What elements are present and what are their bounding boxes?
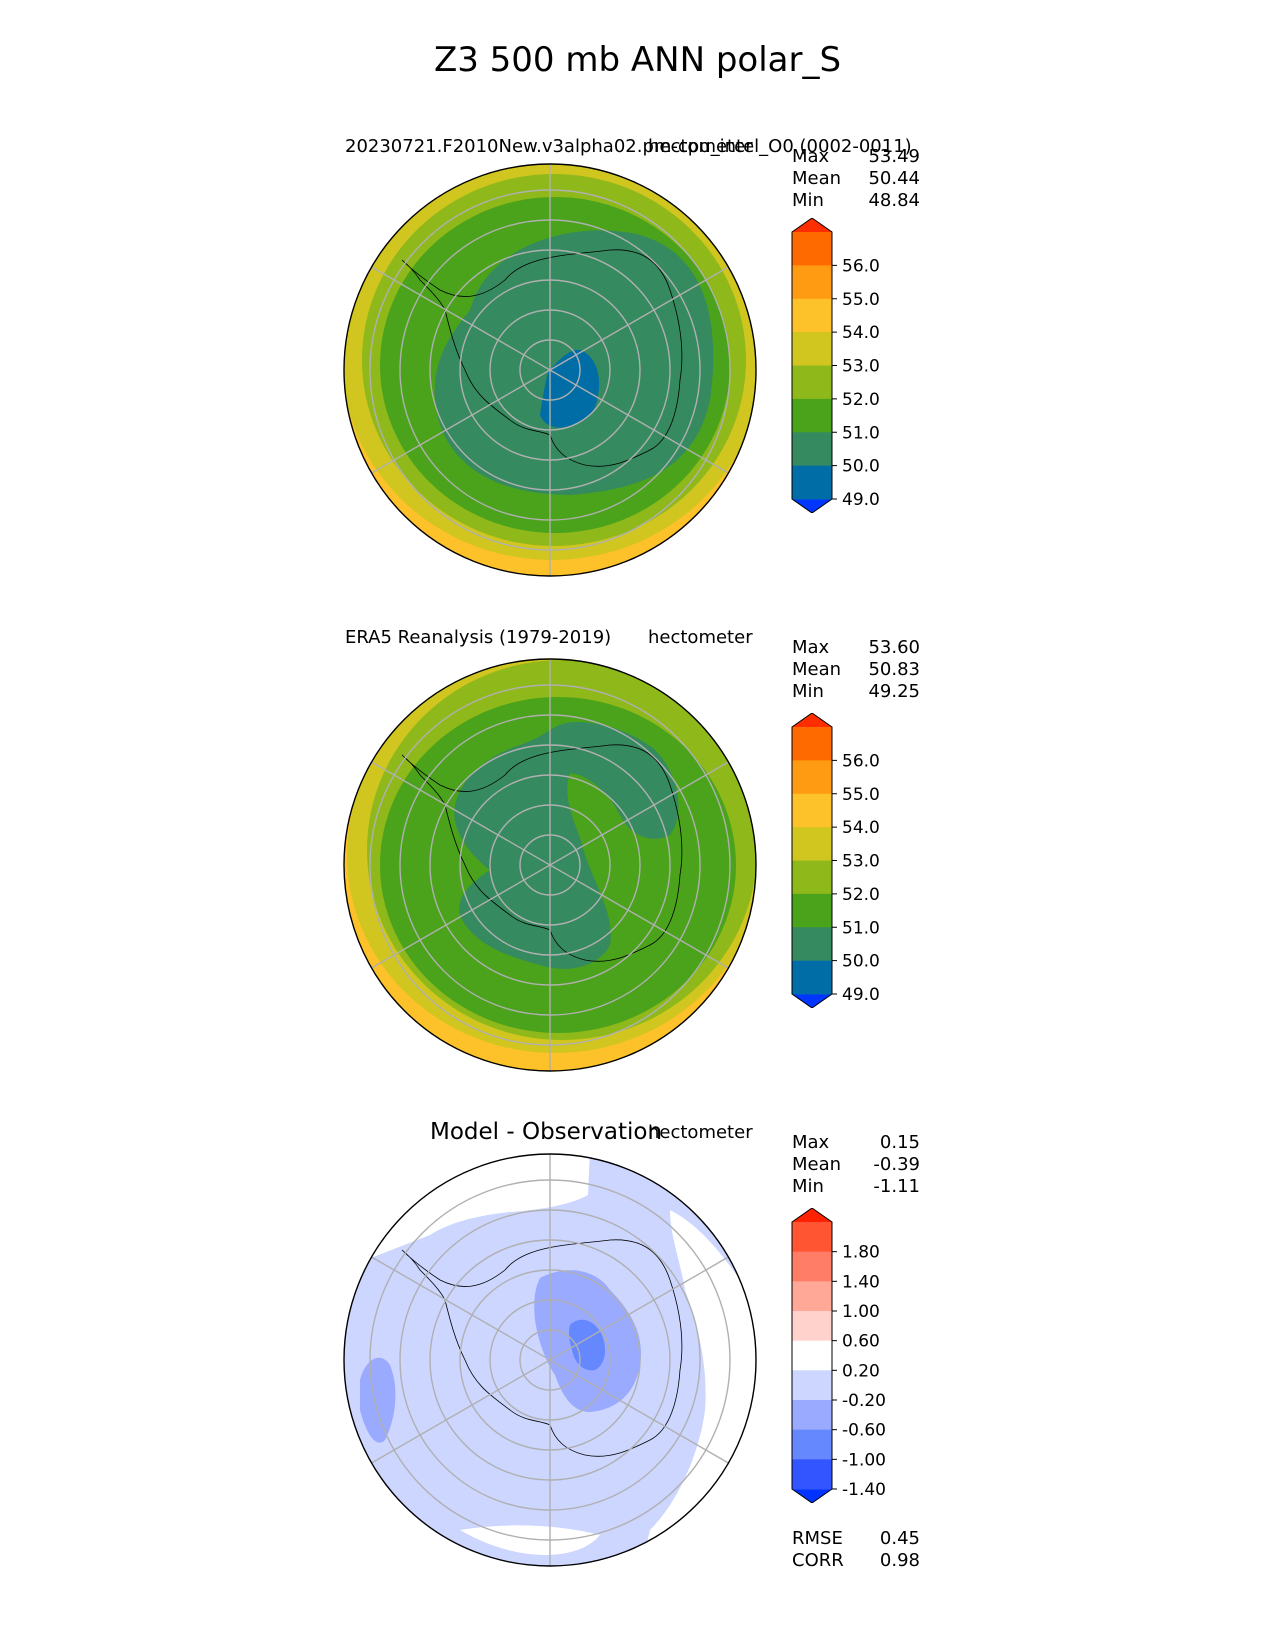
cb2-tick-label: 49.0 [842, 985, 880, 1005]
panel-3-map [343, 1153, 757, 1567]
cb2-tick-label: 54.0 [842, 818, 880, 838]
cb3-swatch [792, 1429, 832, 1460]
figure-title: Z3 500 mb ANN polar_S [433, 40, 842, 80]
cb1-extend-min [792, 499, 832, 513]
panel-2-map [343, 658, 757, 1072]
cb2-tick-label: 50.0 [842, 952, 880, 972]
stat-min: Min 48.84 [792, 190, 920, 211]
cb1-extend-max [792, 218, 832, 232]
panel-1-map [343, 163, 757, 577]
cb1-swatch [792, 265, 832, 300]
cb2-tick-label: 53.0 [842, 852, 880, 872]
cb2-swatch [792, 793, 832, 828]
stat-min: Min 49.25 [792, 681, 920, 702]
panel-3-title: Model - Observation [430, 1119, 663, 1145]
graticule [369, 1154, 731, 1566]
cb2-swatch [792, 827, 832, 861]
cb3-swatch [792, 1340, 832, 1371]
graticule [369, 659, 731, 1071]
cb2-swatch [792, 927, 832, 962]
cb3-extend-max [792, 1208, 832, 1222]
cb3-swatch [792, 1222, 832, 1253]
map-border [343, 658, 757, 1072]
cb2-tick-label: 56.0 [842, 751, 880, 771]
cb1-swatch [792, 232, 832, 266]
cb2-tick-label: 55.0 [842, 785, 880, 805]
cb3-tick-label: -0.60 [842, 1421, 886, 1441]
cb1-swatch [792, 298, 832, 333]
cb1-swatch [792, 432, 832, 467]
diff-band-neg06-west [360, 1357, 396, 1443]
cb3-swatch [792, 1370, 832, 1401]
cb3-extend-min [792, 1489, 832, 1503]
cb2-swatch [792, 960, 832, 995]
cb1-tick-label: 49.0 [842, 490, 880, 510]
panel-1-title: 20230721.F2010New.v3alpha02.pm-cpu_intel… [345, 136, 912, 157]
cb1-tick-label: 51.0 [842, 423, 880, 443]
panel-1-units: hectometer [648, 136, 753, 157]
cb2-swatch [792, 893, 832, 928]
panel-1-stats: Max 53.49 Mean 50.44 Min 48.84 [792, 146, 920, 212]
cb1-swatch [792, 398, 832, 433]
cb3-tick-label: -1.40 [842, 1480, 886, 1500]
cb2-tick-label: 52.0 [842, 885, 880, 905]
cb2-swatch [792, 727, 832, 761]
stat-min: Min -1.11 [792, 1176, 920, 1197]
cb3-tick-label: 0.60 [842, 1332, 880, 1352]
panel-3-colorbar: 1.80 1.40 1.00 0.60 0.20 -0.20 -0.60 -1.00 -1.40… [791, 1208, 886, 1503]
cb3-swatch [792, 1459, 832, 1490]
cb3-tick-label: -1.00 [842, 1450, 886, 1470]
stat-mean: Mean 50.44 [792, 168, 920, 189]
stat-max: Max 0.15 [792, 1132, 920, 1153]
stat-mean: Mean 50.83 [792, 659, 920, 680]
cb2-swatch [792, 760, 832, 795]
cb1-swatch [792, 332, 832, 366]
map-border [343, 1153, 757, 1567]
metric-rmse: RMSE 0.45 [792, 1528, 920, 1549]
panel-2-colorbar: 56.055.054.053.052.051.050.049.048.0 [791, 713, 880, 1008]
cb1-tick-label: 52.0 [842, 390, 880, 410]
cb1-tick-label: 53.0 [842, 357, 880, 377]
graticule [369, 164, 731, 576]
cb3-swatch [792, 1400, 832, 1431]
panel-3-metrics: RMSE 0.45 CORR 0.98 [792, 1528, 920, 1572]
cb1-tick-label: 56.0 [842, 256, 880, 276]
metric-corr: CORR 0.98 [792, 1550, 920, 1571]
cb3-swatch [792, 1311, 832, 1342]
cb2-extend-max [792, 713, 832, 727]
z3-band-49 [540, 349, 600, 428]
map-border [343, 163, 757, 577]
panel-3-stats: Max 0.15 Mean -0.39 Min -1.11 [792, 1132, 920, 1198]
panel-1-colorbar: 56.055.054.053.052.051.050.049.048.0 [791, 218, 880, 513]
cb1-tick-label: 50.0 [842, 457, 880, 477]
stat-mean: Mean -0.39 [792, 1154, 920, 1175]
diff-band-zero-south [460, 1525, 600, 1555]
cb3-tick-label: 1.00 [842, 1302, 880, 1322]
panel-2-units: hectometer [648, 627, 753, 648]
cb3-tick-label: 0.20 [842, 1361, 880, 1381]
cb1-tick-label: 55.0 [842, 290, 880, 310]
cb3-tick-label: 1.80 [842, 1243, 880, 1263]
cb2-swatch [792, 860, 832, 895]
cb3-tick-label: -0.20 [842, 1391, 886, 1411]
cb3-tick-label: 1.40 [842, 1272, 880, 1292]
cb3-swatch [792, 1281, 832, 1312]
stat-max: Max 53.49 [792, 146, 920, 167]
cb1-swatch [792, 465, 832, 500]
cb2-tick-label: 51.0 [842, 918, 880, 938]
diff-band-neg10 [568, 1319, 606, 1371]
cb3-swatch [792, 1251, 832, 1282]
stat-max: Max 53.60 [792, 637, 920, 658]
cb1-tick-label: 54.0 [842, 323, 880, 343]
cb2-extend-min [792, 994, 832, 1008]
cb1-swatch [792, 365, 832, 400]
panel-2-stats: Max 53.60 Mean 50.83 Min 49.25 [792, 637, 920, 703]
panel-3-units: hectometer [648, 1122, 753, 1143]
panel-2-title: ERA5 Reanalysis (1979-2019) [345, 627, 612, 648]
